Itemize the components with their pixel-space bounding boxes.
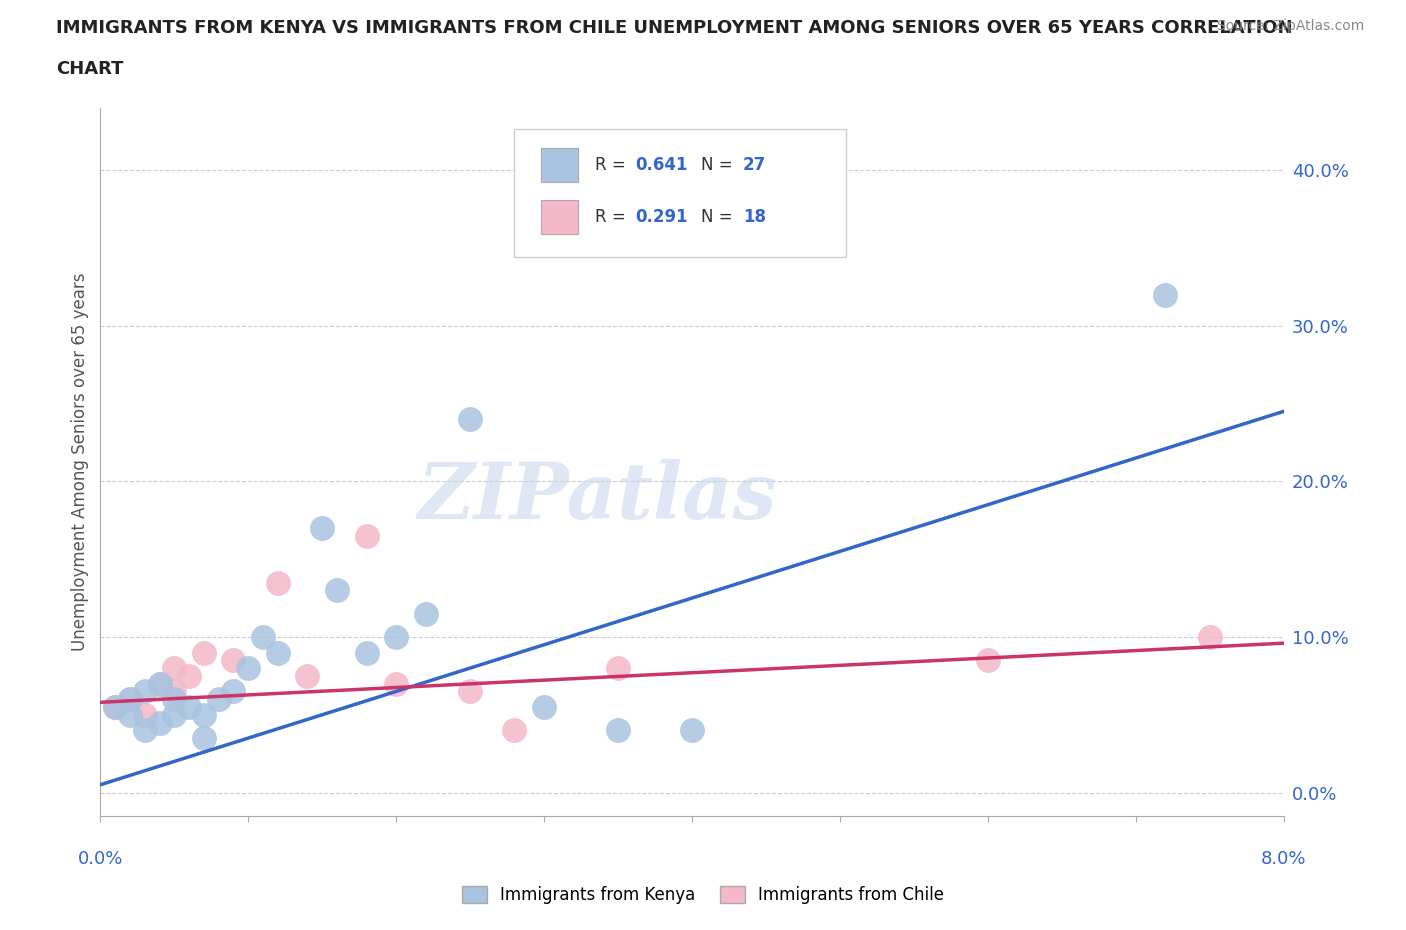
Text: Source: ZipAtlas.com: Source: ZipAtlas.com (1216, 19, 1364, 33)
Point (977, 653, 1000, 668)
Text: R =: R = (595, 208, 631, 226)
Point (415, 606, 437, 621)
Point (193, 731, 215, 746)
Point (163, 692, 186, 707)
Point (1154, 287, 1177, 302)
Point (193, 645, 215, 660)
Point (208, 692, 231, 707)
Point (356, 645, 378, 660)
Point (222, 684, 245, 698)
Point (503, 723, 526, 737)
Point (607, 660, 630, 675)
Point (458, 412, 481, 427)
Point (607, 723, 630, 737)
Point (533, 699, 555, 714)
FancyBboxPatch shape (540, 149, 578, 182)
Legend: Immigrants from Kenya, Immigrants from Chile: Immigrants from Kenya, Immigrants from C… (453, 878, 953, 912)
Point (134, 723, 156, 737)
Point (148, 715, 170, 730)
Text: ZIPatlas: ZIPatlas (418, 459, 778, 536)
Point (163, 708, 186, 723)
Point (134, 708, 156, 723)
Point (385, 676, 408, 691)
Point (177, 699, 200, 714)
Text: N =: N = (702, 156, 738, 174)
Point (681, 723, 703, 737)
Point (148, 676, 170, 691)
Text: 0.641: 0.641 (636, 156, 688, 174)
Point (385, 630, 408, 644)
Point (326, 583, 349, 598)
Text: R =: R = (595, 156, 631, 174)
Point (104, 699, 127, 714)
Point (177, 669, 200, 684)
Text: CHART: CHART (56, 60, 124, 78)
Text: IMMIGRANTS FROM KENYA VS IMMIGRANTS FROM CHILE UNEMPLOYMENT AMONG SENIORS OVER 6: IMMIGRANTS FROM KENYA VS IMMIGRANTS FROM… (56, 19, 1292, 36)
Text: 18: 18 (742, 208, 766, 226)
Point (238, 660, 260, 675)
Point (458, 684, 481, 698)
Point (104, 699, 127, 714)
Text: N =: N = (702, 208, 738, 226)
FancyBboxPatch shape (540, 200, 578, 234)
Point (267, 645, 290, 660)
Point (118, 692, 141, 707)
Point (134, 684, 156, 698)
Text: 0.291: 0.291 (636, 208, 688, 226)
Point (118, 692, 141, 707)
Point (163, 660, 186, 675)
Point (118, 708, 141, 723)
Point (252, 630, 274, 644)
Point (267, 575, 290, 590)
Text: 8.0%: 8.0% (1261, 850, 1306, 868)
Point (356, 528, 378, 543)
Text: 0.0%: 0.0% (77, 850, 124, 868)
Point (311, 521, 333, 536)
FancyBboxPatch shape (515, 129, 846, 257)
Point (1198, 630, 1220, 644)
Point (163, 684, 186, 698)
Y-axis label: Unemployment Among Seniors over 65 years: Unemployment Among Seniors over 65 years (72, 272, 89, 651)
Point (222, 653, 245, 668)
Point (148, 676, 170, 691)
Text: 27: 27 (742, 156, 766, 174)
Point (297, 669, 319, 684)
Point (193, 708, 215, 723)
